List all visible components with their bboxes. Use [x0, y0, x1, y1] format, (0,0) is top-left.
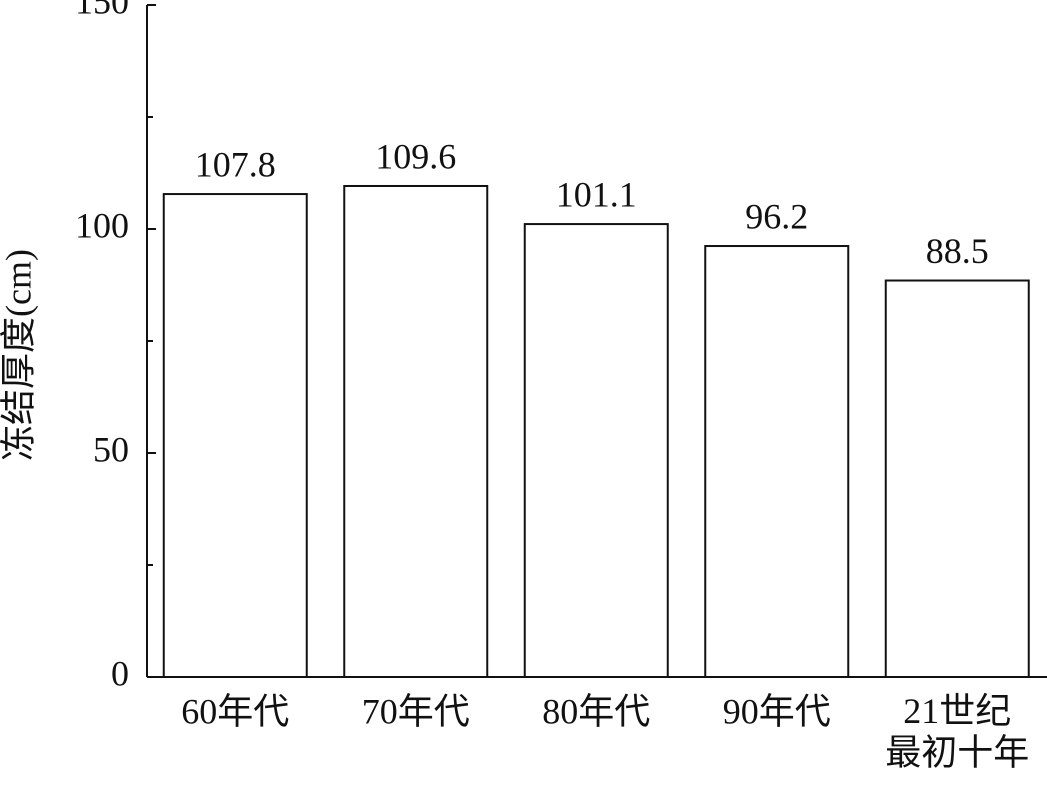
x-tick-label: 70年代: [362, 691, 470, 731]
y-tick-label: 50: [93, 429, 129, 469]
x-tick-label: 60年代: [181, 691, 289, 731]
bar: [523, 223, 669, 679]
y-tick-label: 100: [75, 205, 129, 245]
y-tick-label: 150: [75, 0, 129, 21]
bar: [162, 193, 308, 678]
y-tick-label: 0: [111, 653, 129, 693]
value-label: 96.2: [745, 196, 808, 236]
x-tick-label: 21世纪最初十年: [885, 691, 1029, 772]
bar: [343, 184, 489, 678]
x-tick-label: 80年代: [542, 691, 650, 731]
value-label: 109.6: [375, 136, 456, 176]
bar: [884, 279, 1030, 678]
value-label: 101.1: [556, 174, 637, 214]
x-tick-label: 90年代: [723, 691, 831, 731]
value-label: 107.8: [195, 144, 276, 184]
bar: [704, 245, 850, 679]
value-label: 88.5: [926, 231, 989, 271]
y-axis-label: 冻结厚度(cm): [0, 249, 38, 461]
